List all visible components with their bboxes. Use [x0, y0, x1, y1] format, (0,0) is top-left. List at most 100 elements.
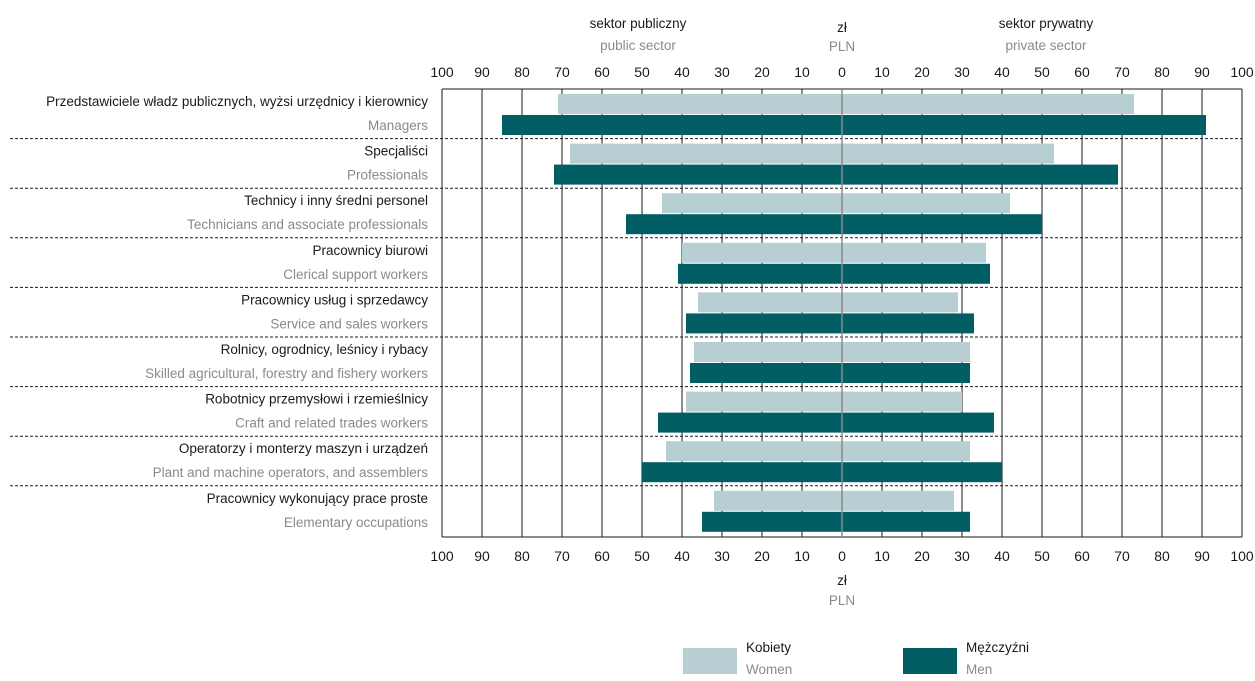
bar-men-public: [678, 263, 842, 284]
bar-men-public: [702, 511, 842, 532]
bar-men-public: [690, 363, 842, 383]
bar-men-private: [842, 462, 1002, 483]
bar-men-public: [642, 462, 842, 483]
tick-label-top: 60: [1074, 64, 1090, 80]
legend-men-pl: Mężczyźni: [966, 640, 1029, 655]
tick-label-bottom: 100: [1230, 548, 1254, 564]
tick-label-bottom: 30: [954, 548, 970, 564]
bar-women-private: [842, 292, 958, 313]
tick-label-bottom: 90: [1194, 548, 1210, 564]
category-label-en: Professionals: [347, 168, 428, 183]
bar-men-public: [626, 214, 842, 235]
bar-women-private: [842, 242, 986, 263]
tick-label-top: 0: [838, 64, 846, 80]
bar-men-private: [842, 363, 970, 383]
tick-label-bottom: 70: [1114, 548, 1130, 564]
tick-label-top: 20: [754, 64, 770, 80]
bottom-label-en: PLN: [829, 593, 855, 608]
tick-label-bottom: 50: [1034, 548, 1050, 564]
legend-women-en: Women: [746, 662, 792, 677]
header-left-en: public sector: [600, 38, 676, 53]
legend-women-pl: Kobiety: [746, 640, 791, 655]
category-label-en: Managers: [368, 118, 428, 133]
bar-men-private: [842, 313, 974, 334]
tick-label-bottom: 10: [794, 548, 810, 564]
tick-label-bottom: 60: [594, 548, 610, 564]
category-labels: Przedstawiciele władz publicznych, wyżsi…: [46, 94, 428, 530]
bar-men-public: [686, 313, 842, 334]
bar-men-private: [842, 412, 994, 433]
bar-women-public: [714, 490, 842, 511]
legend-men-en: Men: [966, 662, 992, 677]
tick-label-bottom: 100: [430, 548, 454, 564]
tick-label-top: 30: [714, 64, 730, 80]
bar-women-private: [842, 342, 970, 362]
category-label-pl: Robotnicy przemysłowi i rzemieślnicy: [205, 392, 428, 407]
bar-men-public: [554, 164, 842, 185]
category-label-en: Clerical support workers: [283, 267, 428, 282]
bar-women-private: [842, 441, 970, 462]
header-center-pl: zł: [837, 20, 847, 35]
category-label-pl: Technicy i inny średni personel: [244, 193, 428, 208]
bar-women-public: [666, 441, 842, 462]
category-label-pl: Przedstawiciele władz publicznych, wyżsi…: [46, 94, 428, 109]
header-center-en: PLN: [829, 39, 855, 54]
chart-header: sektor publiczny public sector zł PLN se…: [590, 16, 1094, 54]
bar-women-private: [842, 143, 1054, 164]
tick-label-top: 60: [594, 64, 610, 80]
header-right-en: private sector: [1005, 38, 1087, 53]
tick-label-top: 20: [914, 64, 930, 80]
bar-men-private: [842, 164, 1118, 185]
category-label-en: Technicians and associate professionals: [187, 217, 428, 232]
tick-label-bottom: 90: [474, 548, 490, 564]
bar-men-private: [842, 511, 970, 532]
bottom-label-pl: zł: [837, 573, 847, 588]
category-label-en: Plant and machine operators, and assembl…: [153, 465, 429, 480]
legend: Kobiety Women Mężczyźni Men: [683, 640, 1029, 677]
tick-label-top: 50: [634, 64, 650, 80]
bar-women-public: [558, 94, 842, 114]
tick-label-bottom: 80: [514, 548, 530, 564]
tick-label-top: 70: [554, 64, 570, 80]
category-label-pl: Pracownicy usług i sprzedawcy: [241, 292, 428, 307]
bar-men-private: [842, 263, 990, 284]
bars: [502, 89, 1206, 537]
bar-women-public: [570, 143, 842, 164]
bar-women-public: [694, 342, 842, 362]
header-left-pl: sektor publiczny: [590, 16, 687, 31]
tick-label-top: 100: [1230, 64, 1254, 80]
tick-label-top: 90: [474, 64, 490, 80]
category-label-pl: Specjaliści: [364, 144, 428, 159]
bar-women-private: [842, 490, 954, 511]
category-label-en: Craft and related trades workers: [235, 416, 428, 431]
bar-men-private: [842, 115, 1206, 135]
bar-women-public: [686, 391, 842, 412]
bar-men-public: [658, 412, 842, 433]
category-label-pl: Pracownicy wykonujący prace proste: [207, 491, 428, 506]
tick-label-bottom: 20: [754, 548, 770, 564]
tick-label-top: 70: [1114, 64, 1130, 80]
tick-label-bottom: 40: [674, 548, 690, 564]
tick-label-top: 10: [874, 64, 890, 80]
tick-label-top: 40: [674, 64, 690, 80]
category-label-en: Skilled agricultural, forestry and fishe…: [145, 366, 428, 381]
bar-women-private: [842, 391, 962, 412]
tick-label-top: 30: [954, 64, 970, 80]
legend-swatch-women: [683, 648, 737, 674]
tick-label-top: 10: [794, 64, 810, 80]
category-label-pl: Rolnicy, ogrodnicy, leśnicy i rybacy: [221, 342, 429, 357]
tick-label-bottom: 30: [714, 548, 730, 564]
category-label-en: Service and sales workers: [270, 316, 428, 331]
tick-label-bottom: 40: [994, 548, 1010, 564]
tick-label-top: 50: [1034, 64, 1050, 80]
bottom-axis-label: zł PLN: [829, 573, 855, 608]
tick-label-bottom: 60: [1074, 548, 1090, 564]
tick-label-bottom: 20: [914, 548, 930, 564]
bar-women-public: [662, 193, 842, 214]
tick-label-bottom: 0: [838, 548, 846, 564]
category-label-en: Elementary occupations: [284, 515, 428, 530]
bar-women-public: [698, 292, 842, 313]
tick-label-bottom: 80: [1154, 548, 1170, 564]
tick-label-top: 90: [1194, 64, 1210, 80]
